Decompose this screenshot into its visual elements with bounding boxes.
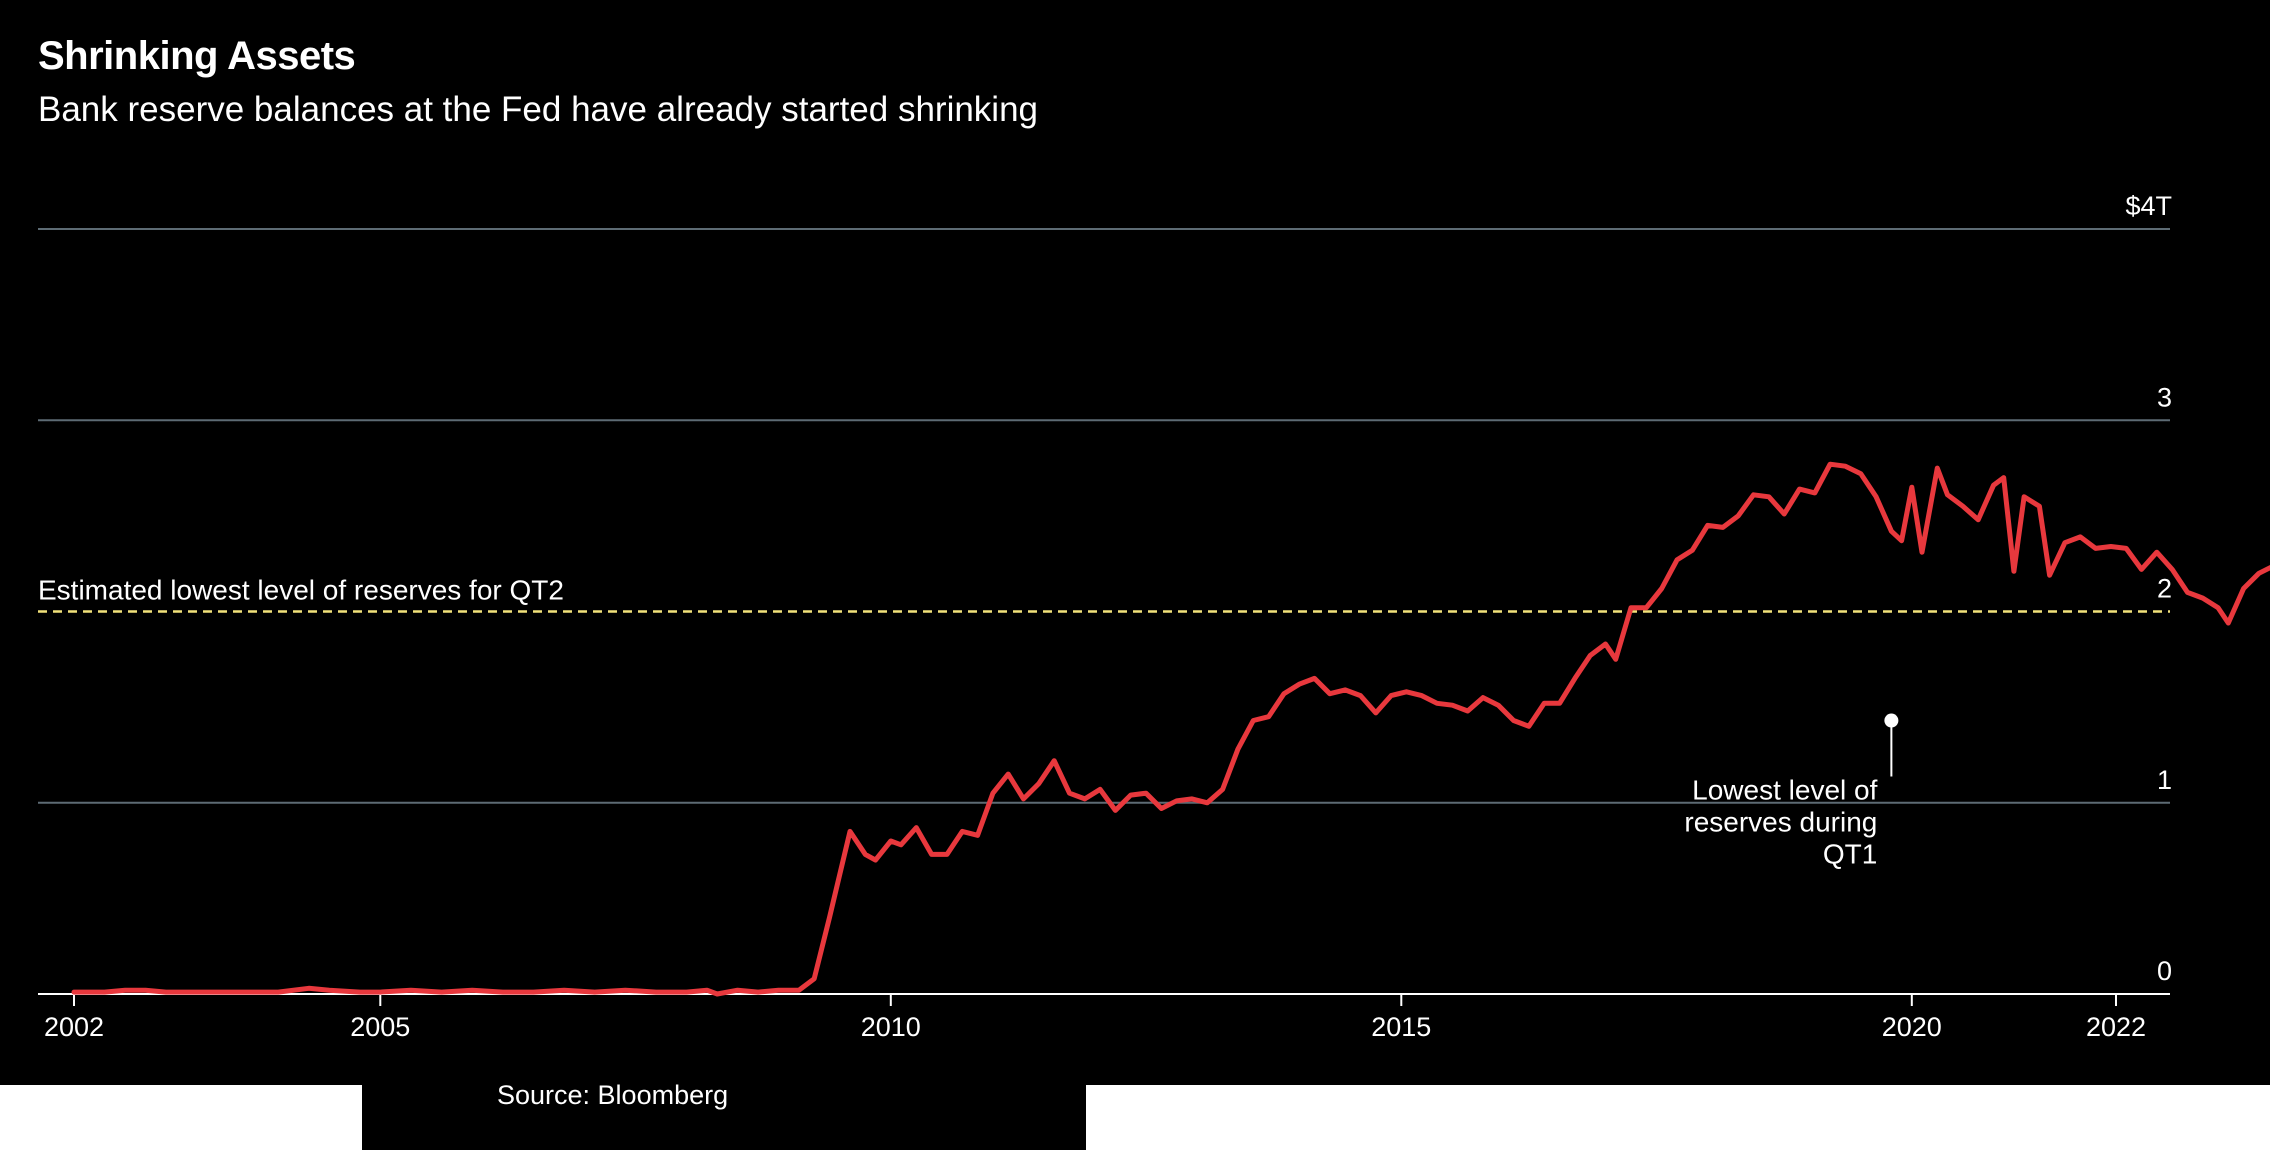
annotation-marker: [1884, 713, 1899, 728]
x-tick-label-2020: 2020: [1882, 1012, 1942, 1042]
y-tick-label-4: $4T: [2125, 191, 2172, 221]
x-tick-label-2002: 2002: [44, 1012, 104, 1042]
threshold-group: Estimated lowest level of reserves for Q…: [38, 575, 2170, 613]
x-tick-label-2005: 2005: [350, 1012, 410, 1042]
annotation-label-line: Lowest level of: [1692, 775, 1877, 806]
y-tick-label-2: 2: [2157, 574, 2172, 604]
chart-panel: [0, 0, 2270, 1085]
chart-title: Shrinking Assets: [38, 34, 356, 78]
y-axis-labels: 0 1 2 3 $4T: [2125, 191, 2172, 986]
x-tick-label-2015: 2015: [1371, 1012, 1431, 1042]
threshold-label: Estimated lowest level of reserves for Q…: [38, 575, 564, 606]
annotation-label-line: QT1: [1823, 839, 1877, 870]
x-tick-label-2022: 2022: [2086, 1012, 2146, 1042]
y-tick-label-1: 1: [2157, 765, 2172, 795]
y-tick-label-3: 3: [2157, 382, 2172, 412]
source-note: Source: Bloomberg: [497, 1080, 729, 1110]
x-axis: 2002 2005 2010 2015 2020 2022: [38, 993, 2170, 1042]
x-tick-label-2010: 2010: [861, 1012, 921, 1042]
gridlines: [38, 228, 2170, 804]
y-tick-label-0: 0: [2157, 956, 2172, 986]
annotation-label-line: reserves during: [1684, 807, 1877, 838]
chart-subtitle: Bank reserve balances at the Fed have al…: [38, 90, 1039, 129]
source-panel: [362, 1085, 1086, 1150]
series-line-reserves: [71, 461, 2270, 997]
series-group: [71, 461, 2270, 997]
